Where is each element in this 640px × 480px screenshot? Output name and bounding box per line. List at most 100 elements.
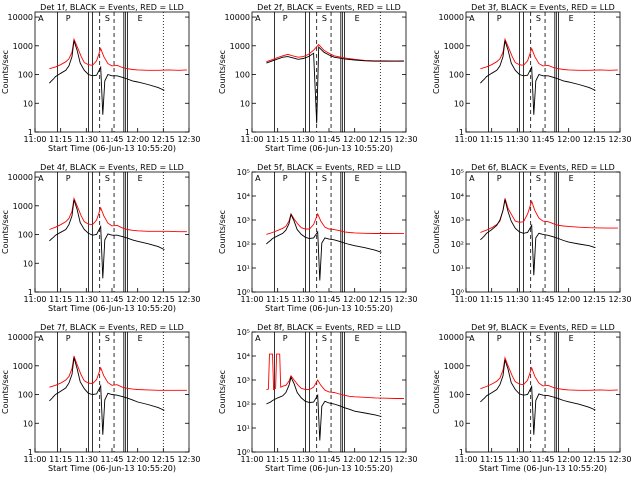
panel-title: Det 3f, BLACK = Events, RED = LLD (471, 3, 615, 12)
region-marker-label: P (66, 14, 71, 23)
x-tick-label: 12:15 (583, 455, 606, 464)
panel-title: Det 1f, BLACK = Events, RED = LLD (40, 3, 184, 12)
region-marker-label: P (66, 174, 71, 183)
x-tick-label: 11:00 (454, 455, 477, 464)
x-tick-label: 11:45 (531, 455, 554, 464)
plot-frame (251, 11, 407, 133)
x-tick-label: 11:45 (100, 455, 123, 464)
x-tick-label: 11:00 (240, 135, 263, 144)
x-tick-label: 12:30 (394, 455, 417, 464)
x-tick-label: 12:15 (152, 135, 175, 144)
y-tick-label: 10000 (439, 13, 464, 22)
panel-det-7: Det 7f, BLACK = Events, RED = LLD A P S E 1 10… (1, 323, 201, 473)
panel-title: Det 4f, BLACK = Events, RED = LLD (40, 163, 184, 172)
x-tick-label: 12:30 (177, 455, 200, 464)
x-tick-label: 12:30 (394, 135, 417, 144)
y-tick-label: 1 (28, 448, 33, 457)
y-axis-label: Counts/sec (432, 50, 441, 94)
y-tick-label: 10² (237, 400, 250, 409)
x-tick-label: 11:15 (480, 135, 503, 144)
panel-det-3: Det 3f, BLACK = Events, RED = LLD A P S E 1 10… (432, 3, 632, 144)
y-tick-label: 10³ (451, 216, 464, 225)
y-tick-label: 10000 (8, 333, 33, 342)
y-tick-label: 10 (240, 99, 250, 108)
y-tick-label: 1 (28, 288, 33, 297)
series-lld-red (480, 37, 618, 71)
series-events-black (49, 357, 165, 435)
x-tick-label: 11:15 (480, 455, 503, 464)
y-tick-label: 10 (23, 259, 33, 268)
x-tick-label: 12:15 (152, 295, 175, 304)
panel-det-1: Det 1f, BLACK = Events, RED = LLD A P S E 1 10… (1, 3, 201, 153)
series-events-black (266, 46, 404, 124)
x-tick-label: 12:30 (608, 295, 631, 304)
x-tick-label: 11:15 (49, 295, 72, 304)
y-axis-label: Counts/sec (218, 210, 227, 254)
x-axis-label: Start Time (06-Jun-13 10:55:20) (48, 464, 176, 473)
panel-det-5: Det 5f, BLACK = Events, RED = LLD A P S E 10⁰… (218, 163, 418, 313)
region-marker-label: S (536, 174, 541, 183)
region-marker-label: E (138, 14, 143, 23)
x-tick-label: 11:00 (454, 135, 477, 144)
x-tick-label: 12:30 (608, 455, 631, 464)
series-lld-red (266, 43, 404, 63)
y-tick-label: 10⁴ (237, 352, 250, 361)
series-events-black (480, 40, 596, 115)
x-tick-label: 11:00 (240, 455, 263, 464)
x-tick-label: 11:00 (454, 295, 477, 304)
region-marker-label: A (255, 334, 261, 343)
region-marker-label: S (322, 174, 327, 183)
x-axis-label: Start Time (06-Jun-13 10:55:20) (265, 304, 393, 313)
region-marker-label: E (569, 174, 574, 183)
x-tick-label: 11:30 (75, 455, 98, 464)
y-axis-label: Counts/sec (1, 370, 10, 414)
series-lld-red (49, 355, 187, 391)
series-events-black (49, 199, 165, 279)
region-marker-label: A (38, 334, 44, 343)
region-marker-label: E (569, 14, 574, 23)
x-tick-label: 12:00 (126, 135, 149, 144)
region-marker-label: P (497, 174, 502, 183)
y-tick-label: 10 (23, 99, 33, 108)
panel-title: Det 7f, BLACK = Events, RED = LLD (40, 323, 184, 332)
series-events-black (266, 213, 382, 281)
x-tick-label: 12:00 (126, 455, 149, 464)
y-tick-label: 100 (18, 71, 33, 80)
region-marker-label: S (536, 14, 541, 23)
y-tick-label: 100 (449, 391, 464, 400)
x-tick-label: 11:15 (49, 135, 72, 144)
x-tick-label: 11:15 (266, 295, 289, 304)
y-tick-label: 1 (459, 128, 464, 137)
plot-frame (465, 331, 621, 453)
series-lld-red (266, 212, 404, 235)
series-lld-red (49, 196, 187, 233)
region-marker-label: S (322, 334, 327, 343)
region-marker-label: A (38, 14, 44, 23)
x-tick-label: 12:30 (177, 135, 200, 144)
y-tick-label: 1 (245, 128, 250, 137)
x-tick-label: 11:15 (266, 455, 289, 464)
x-tick-label: 12:15 (583, 135, 606, 144)
region-marker-label: P (66, 334, 71, 343)
x-tick-label: 11:45 (317, 455, 340, 464)
region-marker-label: E (138, 174, 143, 183)
y-tick-label: 10 (454, 99, 464, 108)
x-axis-label: Start Time (06-Jun-13 10:55:20) (48, 304, 176, 313)
y-tick-label: 10000 (439, 333, 464, 342)
y-tick-label: 10⁴ (451, 192, 464, 201)
x-axis-label: Start Time (06-Jun-13 10:55:20) (265, 144, 393, 153)
y-tick-label: 10000 (8, 173, 33, 182)
x-tick-label: 11:00 (240, 295, 263, 304)
y-tick-label: 10⁰ (237, 448, 250, 457)
y-axis-label: Counts/sec (218, 370, 227, 414)
x-tick-label: 12:15 (583, 295, 606, 304)
y-tick-label: 10 (454, 419, 464, 428)
region-marker-label: S (105, 174, 110, 183)
y-tick-label: 10⁰ (451, 288, 464, 297)
series-events-black (49, 40, 165, 115)
y-tick-label: 1000 (230, 42, 250, 51)
region-marker-label: S (536, 334, 541, 343)
x-tick-label: 11:00 (23, 455, 46, 464)
x-tick-label: 11:15 (480, 295, 503, 304)
